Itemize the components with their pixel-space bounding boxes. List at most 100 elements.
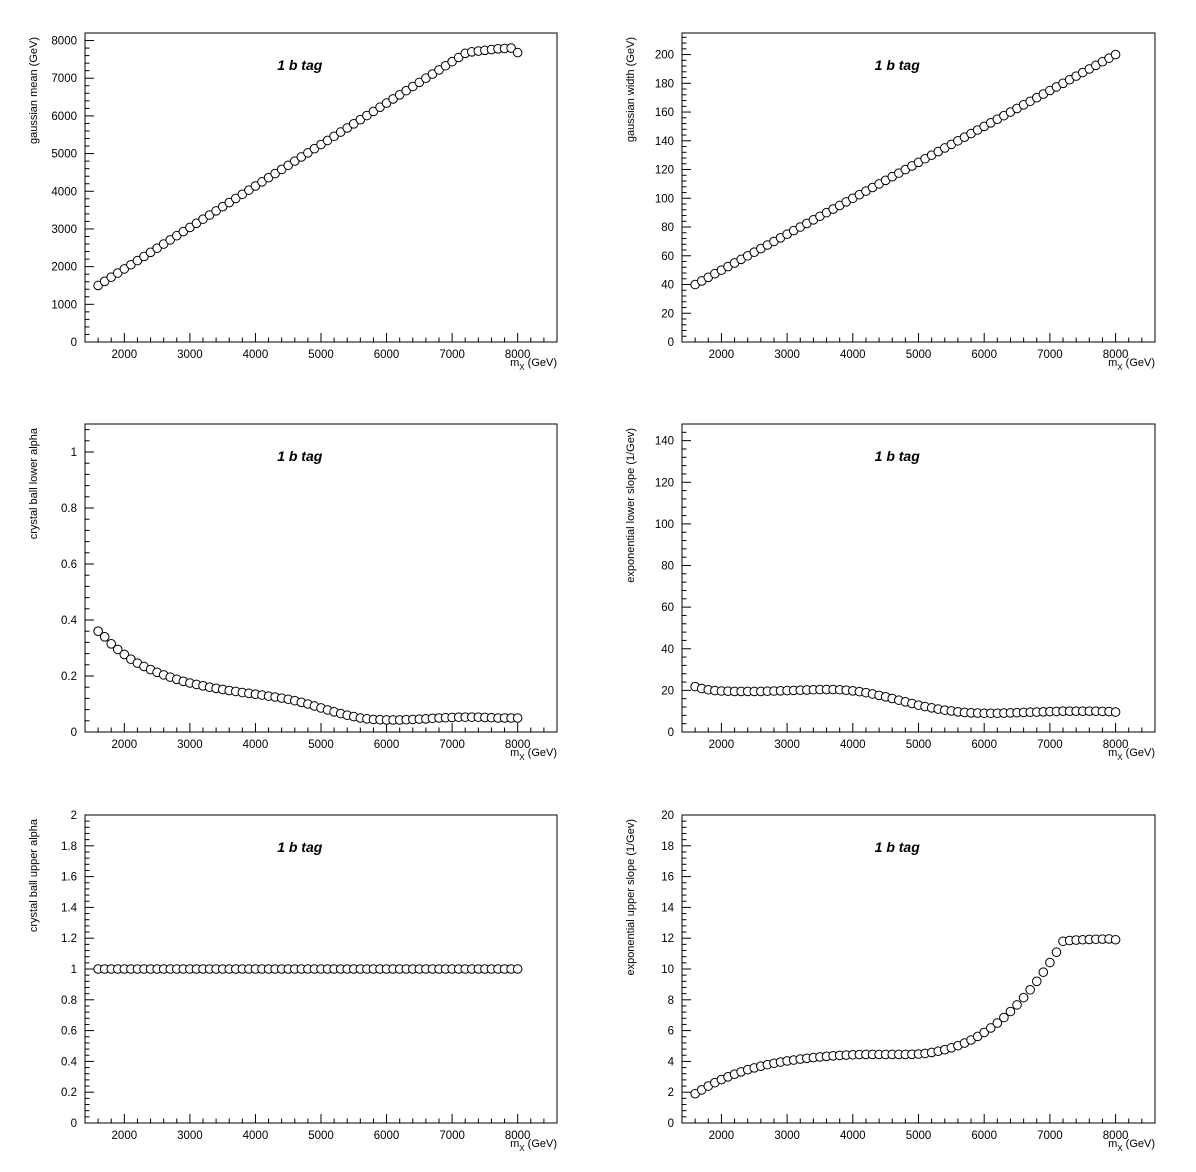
x-tick-label: 8000 <box>505 349 531 361</box>
y-tick-label: 4 <box>668 1056 675 1068</box>
x-tick-label: 5000 <box>308 349 334 361</box>
y-tick-label: 1.4 <box>61 902 78 914</box>
y-tick-label: 1.6 <box>61 872 77 884</box>
y-tick-label: 0.4 <box>61 1056 78 1068</box>
y-axis-title: gaussian mean (GeV) <box>28 37 40 144</box>
x-tick-label: 5000 <box>906 1130 932 1142</box>
data-point <box>1038 967 1049 978</box>
y-tick-label: 20 <box>661 685 674 697</box>
x-tick-label: 4000 <box>840 1130 866 1142</box>
data-point <box>1110 707 1121 717</box>
y-tick-label: 1 <box>71 964 77 976</box>
y-tick-label: 60 <box>661 251 674 263</box>
data-point <box>992 1018 1003 1028</box>
x-tick-label: 6000 <box>971 739 997 751</box>
y-tick-label: 7000 <box>51 73 77 85</box>
y-tick-label: 10 <box>661 964 674 976</box>
data-point <box>979 1027 989 1038</box>
plot-frame <box>681 32 1156 343</box>
y-tick-label: 8 <box>668 995 674 1007</box>
y-tick-label: 3000 <box>51 224 77 236</box>
y-tick-label: 2000 <box>51 262 77 274</box>
y-tick-label: 200 <box>655 50 674 62</box>
plot-frame <box>681 814 1156 1124</box>
x-tick-label: 8000 <box>1103 1130 1129 1142</box>
data-point <box>1012 1000 1022 1010</box>
x-tick-label: 3000 <box>774 1130 800 1142</box>
x-axis-title: mX (GeV) <box>1108 357 1155 372</box>
data-point <box>1045 957 1055 968</box>
y-tick-label: 0 <box>668 337 674 349</box>
data-point <box>512 47 523 58</box>
data-point <box>1025 984 1035 995</box>
y-tick-label: 0 <box>71 727 77 739</box>
y-tick-label: 140 <box>655 436 674 448</box>
y-tick-label: 1.2 <box>61 933 77 945</box>
y-axis-title: crystal ball upper alpha <box>28 818 40 932</box>
y-tick-label: 1 <box>71 447 77 459</box>
x-tick-label: 6000 <box>971 349 997 361</box>
y-tick-label: 80 <box>661 222 674 234</box>
chart-panel-2: 2000 3000 4000 5000 6000 7000 8000 0 20 40 60 80 100… <box>625 32 1156 372</box>
chart-panel-6: 2000 3000 4000 5000 6000 7000 8000 0 2 4 6 8 10 12 14 1… <box>625 810 1156 1153</box>
x-tick-label: 3000 <box>177 349 203 361</box>
x-tick-label: 5000 <box>906 349 932 361</box>
y-tick-label: 8000 <box>51 36 77 48</box>
y-tick-label: 16 <box>661 872 674 884</box>
y-tick-label: 18 <box>661 841 674 853</box>
panel-label: 1 b tag <box>277 57 323 73</box>
plot-frame <box>84 32 558 343</box>
y-tick-label: 160 <box>655 107 674 119</box>
y-tick-label: 140 <box>655 136 674 148</box>
x-tick-label: 6000 <box>971 1130 997 1142</box>
x-tick-label: 4000 <box>243 1130 269 1142</box>
x-tick-label: 2000 <box>709 1130 735 1142</box>
panel-label: 1 b tag <box>277 448 323 464</box>
x-tick-label: 5000 <box>308 739 334 751</box>
x-tick-label: 6000 <box>374 739 400 751</box>
data-point <box>93 626 103 637</box>
y-tick-label: 100 <box>655 193 674 205</box>
data-point <box>1110 934 1121 945</box>
x-tick-label: 4000 <box>840 349 866 361</box>
x-axis-title: mX (GeV) <box>510 747 557 762</box>
x-tick-label: 6000 <box>374 1130 400 1142</box>
data-point <box>1031 976 1042 987</box>
y-axis-title: exponential upper slope (1/Gev) <box>625 819 637 976</box>
y-tick-label: 20 <box>661 810 674 822</box>
y-axis-title: exponential lower slope (1/Gev) <box>625 428 637 583</box>
data-point <box>985 1023 996 1033</box>
x-tick-label: 8000 <box>1103 739 1129 751</box>
y-tick-label: 0.2 <box>61 671 77 683</box>
y-tick-label: 0 <box>71 1118 77 1130</box>
y-tick-label: 6 <box>668 1026 674 1038</box>
x-tick-label: 3000 <box>177 739 203 751</box>
y-tick-label: 0 <box>668 1118 674 1130</box>
y-tick-label: 80 <box>661 561 674 573</box>
y-tick-label: 0 <box>668 727 674 739</box>
y-tick-label: 20 <box>661 308 674 320</box>
x-tick-label: 5000 <box>906 739 932 751</box>
x-tick-label: 3000 <box>177 1130 203 1142</box>
y-tick-label: 14 <box>661 902 674 914</box>
x-tick-label: 8000 <box>505 1130 531 1142</box>
x-axis-title: mX (GeV) <box>1108 747 1155 762</box>
data-point <box>1018 992 1029 1003</box>
y-tick-label: 0.6 <box>61 1026 77 1038</box>
x-tick-label: 3000 <box>774 739 800 751</box>
data-point <box>1005 1006 1016 1017</box>
x-tick-label: 7000 <box>1037 739 1063 751</box>
x-tick-label: 4000 <box>243 349 269 361</box>
x-tick-label: 2000 <box>112 349 138 361</box>
y-tick-label: 1.8 <box>61 841 77 853</box>
data-point <box>506 43 516 53</box>
y-tick-label: 120 <box>655 165 674 177</box>
chart-panel-5: 2000 3000 4000 5000 6000 7000 8000 0 0.2 0.4 0.6 0.… <box>28 810 558 1153</box>
y-tick-label: 40 <box>661 280 674 292</box>
x-tick-label: 6000 <box>374 349 400 361</box>
x-tick-label: 7000 <box>439 1130 465 1142</box>
y-tick-label: 100 <box>655 519 674 531</box>
y-tick-label: 0.2 <box>61 1087 77 1099</box>
y-tick-label: 120 <box>655 477 674 489</box>
